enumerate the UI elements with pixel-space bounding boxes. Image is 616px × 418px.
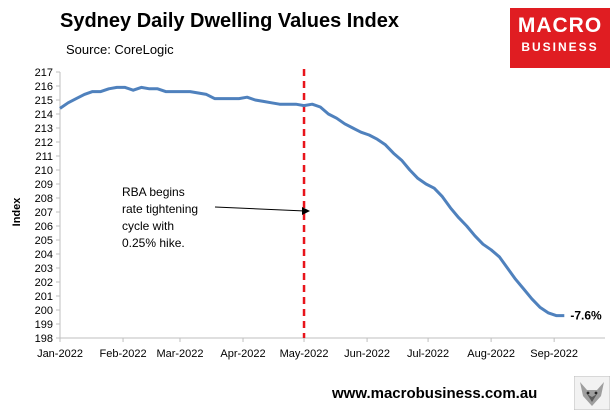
page-title: Sydney Daily Dwelling Values Index [60,10,400,32]
y-tick-label: 217 [35,67,53,79]
annotation-arrowhead [302,207,310,215]
annotation-line: 0.25% hike. [122,236,185,250]
x-tick-label: Mar-2022 [156,348,203,360]
y-tick-label: 213 [35,123,53,135]
x-tick-label: Jul-2022 [407,348,449,360]
y-tick-label: 208 [35,193,53,205]
y-tick-label: 209 [35,179,53,191]
x-tick-label: Aug-2022 [467,348,515,360]
end-value-label: -7.6% [570,309,602,323]
y-tick-label: 202 [35,277,53,289]
y-axis-ticks: 198 199 200 201 202 203 204 205 206 207 208 209 210 2… [35,67,60,345]
x-axis-ticks: Jan-2022 Feb-2022 Mar-2022 Apr-2022 May-2022… [37,338,578,360]
y-tick-label: 200 [35,305,53,317]
y-tick-label: 206 [35,221,53,233]
chart-axes [59,72,605,339]
source-label: Source: CoreLogic [66,42,174,57]
y-tick-label: 216 [35,81,53,93]
logo-line-2: BUSINESS [521,40,599,54]
y-tick-label: 211 [35,151,53,163]
annotation-line: cycle with [122,219,174,233]
y-tick-label: 198 [35,333,53,345]
x-tick-label: Sep-2022 [530,348,578,360]
logo-line-1: MACRO [517,14,603,37]
y-tick-label: 204 [35,249,53,261]
x-tick-label: Apr-2022 [220,348,265,360]
rba-annotation: RBA begins rate tightening cycle with 0.25%… [122,185,198,250]
y-axis-label: Index [11,197,23,227]
website-url: www.macrobusiness.com.au [332,385,538,402]
macrobusiness-logo: MACRO BUSINESS [510,8,610,68]
y-tick-label: 199 [35,319,53,331]
y-tick-label: 201 [35,291,53,303]
y-tick-label: 212 [35,137,53,149]
x-tick-label: Jan-2022 [37,348,83,360]
fox-logo-icon [574,376,610,410]
annotation-line: rate tightening [122,202,198,216]
x-tick-label: Jun-2022 [344,348,390,360]
y-tick-label: 203 [35,263,53,275]
x-tick-label: Feb-2022 [99,348,146,360]
y-tick-label: 215 [35,95,53,107]
y-tick-label: 214 [35,109,53,121]
series-line [59,85,565,318]
x-tick-label: May-2022 [280,348,329,360]
y-tick-label: 207 [35,207,53,219]
annotation-line: RBA begins [122,185,185,199]
y-tick-label: 205 [35,235,53,247]
annotation-arrow [214,206,306,212]
y-tick-label: 210 [35,165,53,177]
